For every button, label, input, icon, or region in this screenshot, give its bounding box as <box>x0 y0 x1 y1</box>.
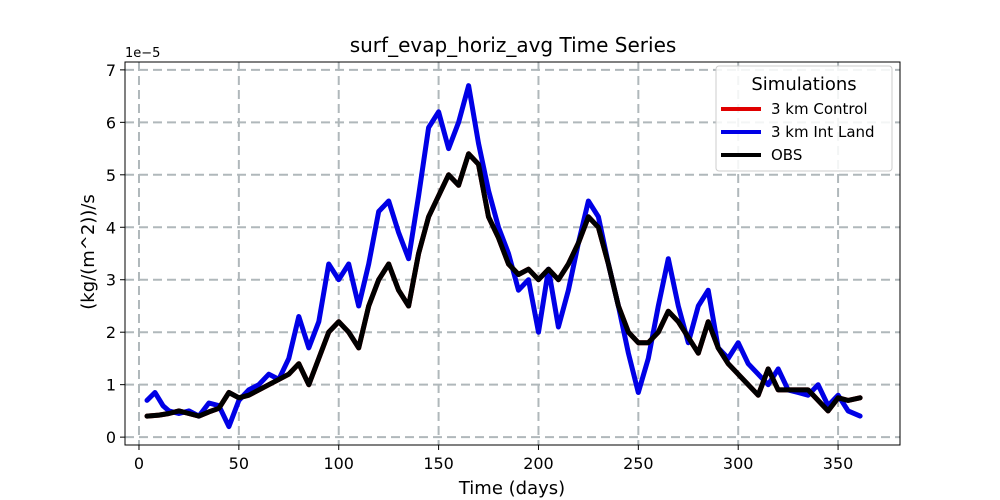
legend-label-control: 3 km Control <box>771 100 868 118</box>
x-tick-label: 200 <box>523 454 554 473</box>
y-tick-label: 4 <box>106 218 116 237</box>
y-tick-label: 0 <box>106 428 116 447</box>
y-tick-label: 7 <box>106 61 116 80</box>
y-axis-offset-label: 1e−5 <box>125 46 160 61</box>
x-tick-label: 250 <box>623 454 654 473</box>
chart-title: surf_evap_horiz_avg Time Series <box>350 33 677 57</box>
legend-label-obs: OBS <box>771 146 802 164</box>
legend-label-int-land: 3 km Int Land <box>771 123 875 141</box>
x-tick-label: 50 <box>229 454 249 473</box>
x-tick-label: 300 <box>723 454 754 473</box>
x-tick-label: 150 <box>423 454 454 473</box>
x-tick-label: 350 <box>823 454 854 473</box>
series-line-3km-int-land <box>144 83 863 430</box>
series-line-obs <box>144 151 863 419</box>
x-axis-ticks: 0 50 100 150 200 250 300 350 <box>134 445 853 473</box>
y-tick-label: 1 <box>106 376 116 395</box>
y-axis-label: (kg/(m^2))/s <box>78 194 99 310</box>
legend-box <box>715 65 893 172</box>
legend: Simulations 3 km Control 3 km Int Land O… <box>715 65 893 172</box>
x-axis-label: Time (days) <box>458 478 565 499</box>
x-tick-label: 0 <box>134 454 144 473</box>
y-tick-label: 3 <box>106 271 116 290</box>
y-tick-label: 5 <box>106 166 116 185</box>
y-axis-ticks: 0 1 2 3 4 5 6 7 <box>106 61 125 447</box>
y-tick-label: 2 <box>106 323 116 342</box>
y-tick-label: 6 <box>106 113 116 132</box>
legend-title: Simulations <box>751 74 856 95</box>
x-tick-label: 100 <box>323 454 354 473</box>
plot-frame <box>124 61 901 446</box>
series-lines <box>144 83 863 430</box>
